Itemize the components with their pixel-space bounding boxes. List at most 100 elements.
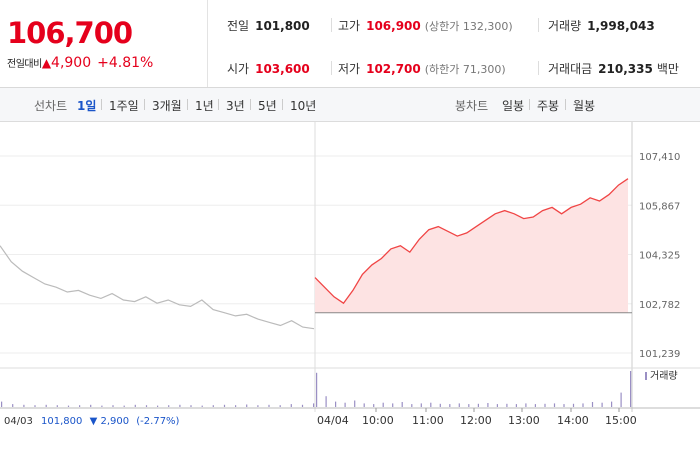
volume-bars	[1, 371, 632, 407]
x-tick-label: 12:00	[460, 414, 492, 427]
volume-bar	[134, 404, 136, 407]
down-arrow-icon: ▼	[90, 416, 98, 427]
prev-day-line	[0, 245, 315, 330]
volume-bar	[591, 402, 594, 407]
tab-10year[interactable]: 10년	[290, 99, 317, 113]
volume-bar	[506, 403, 508, 407]
chart-areas	[315, 178, 632, 314]
y-tick-label: 102,782	[639, 300, 680, 311]
volume-bar	[79, 405, 81, 407]
prev-day-summary: 04/03 101,800 ▼ 2,900 (-2.77%)	[4, 416, 180, 427]
divider	[331, 18, 332, 32]
x-tick-label: 04/04	[317, 414, 349, 427]
tab-monthly-candle[interactable]: 월봉	[573, 99, 596, 113]
tab-5year[interactable]: 5년	[258, 99, 277, 113]
volume-bar	[101, 405, 103, 407]
volume-bar	[468, 404, 470, 407]
volume-bar	[601, 402, 603, 407]
volume-bar	[123, 405, 125, 407]
stat-volume: 거래량 1,998,043	[548, 17, 655, 34]
tab-1week[interactable]: 1주일	[109, 99, 139, 113]
stat-value: 103,600	[255, 62, 310, 76]
volume-bar	[45, 404, 47, 407]
volume-bar	[34, 405, 36, 407]
volume-bar	[515, 404, 517, 407]
volume-bar	[525, 403, 527, 407]
volume-bar	[313, 403, 315, 407]
volume-bar	[373, 404, 375, 407]
volume-bar	[1, 401, 3, 407]
prev-day-date: 04/03	[4, 416, 33, 427]
x-tick-label: 10:00	[362, 414, 394, 427]
volume-bar	[201, 405, 203, 407]
volume-bar	[145, 405, 148, 407]
y-tick-label: 104,325	[639, 251, 680, 262]
volume-bar	[449, 404, 451, 407]
volume-bar	[344, 402, 346, 407]
volume-bar	[316, 372, 318, 407]
stat-label: 전일	[227, 19, 250, 33]
divider	[331, 61, 332, 75]
tab-3year[interactable]: 3년	[226, 99, 245, 113]
today-area	[315, 178, 628, 313]
volume-bar	[430, 402, 432, 407]
volume-bar	[168, 405, 170, 407]
volume-bar	[212, 405, 214, 407]
stat-label: 저가	[338, 62, 361, 76]
tab-3month[interactable]: 3개월	[152, 99, 182, 113]
volume-bar	[56, 405, 58, 407]
divider	[101, 99, 102, 110]
tab-weekly-candle[interactable]: 주봉	[537, 99, 560, 113]
chart-lines	[0, 178, 629, 330]
stat-value: 101,800	[255, 19, 310, 33]
divider	[565, 99, 566, 110]
change-amount: 4,900	[51, 55, 92, 71]
stat-sub: (하한가 71,300)	[424, 63, 506, 76]
stat-open: 시가 103,600	[227, 60, 310, 77]
stat-turnover: 거래대금 210,335 백만	[548, 60, 685, 77]
divider	[218, 99, 219, 110]
divider	[538, 18, 539, 32]
volume-bar	[268, 404, 270, 407]
change-label: 전일대비	[7, 59, 42, 70]
volume-bar	[112, 405, 114, 407]
tab-daily-candle[interactable]: 일봉	[502, 99, 525, 113]
x-tick-label: 14:00	[557, 414, 589, 427]
candle-chart-label: 봉차트	[455, 99, 489, 113]
stat-label: 시가	[227, 62, 250, 76]
prev-day-percent: (-2.77%)	[136, 416, 179, 427]
chart-tabs: 선차트 1일 1주일 3개월 1년 3년 5년 10년 봉차트 일봉 주봉 월봉	[0, 88, 700, 122]
divider	[529, 99, 530, 110]
divider	[144, 99, 145, 110]
x-tick-label: 11:00	[412, 414, 444, 427]
volume-bar	[157, 405, 159, 407]
volume-bar	[354, 400, 356, 407]
volume-bar	[301, 404, 304, 407]
divider	[187, 99, 188, 110]
stat-unit: 백만	[656, 62, 679, 76]
volume-bar	[190, 405, 192, 407]
volume-bar	[90, 404, 92, 407]
tab-1year[interactable]: 1년	[195, 99, 214, 113]
stat-value: 102,700	[366, 62, 421, 76]
stat-label: 거래량	[548, 19, 582, 33]
volume-bar	[179, 404, 181, 407]
volume-bar	[477, 403, 479, 407]
prev-day-close: 101,800	[41, 416, 82, 427]
intraday-chart: 107,410 105,867 104,325 102,782 101,239 04/0…	[0, 122, 700, 427]
volume-bar	[290, 404, 292, 407]
x-tick-label: 15:00	[605, 414, 637, 427]
tab-1day[interactable]: 1일	[77, 99, 97, 113]
current-price: 106,700	[7, 16, 133, 50]
stat-label: 거래대금	[548, 62, 593, 76]
divider	[250, 99, 251, 110]
volume-legend-swatch	[645, 372, 647, 380]
y-tick-label: 101,239	[639, 349, 680, 360]
x-axis-labels: 04/04 10:00 11:00 12:00 13:00 14:00 15:00	[317, 408, 637, 427]
change-row: 전일대비▲4,900 +4.81%	[7, 55, 153, 71]
y-axis-labels: 107,410 105,867 104,325 102,782 101,239	[639, 152, 680, 360]
quote-header: 106,700 전일대비▲4,900 +4.81% 전일 101,800 고가 106…	[0, 0, 700, 88]
volume-bar	[325, 396, 327, 407]
volume-bar	[487, 403, 489, 407]
volume-bar	[496, 404, 498, 407]
